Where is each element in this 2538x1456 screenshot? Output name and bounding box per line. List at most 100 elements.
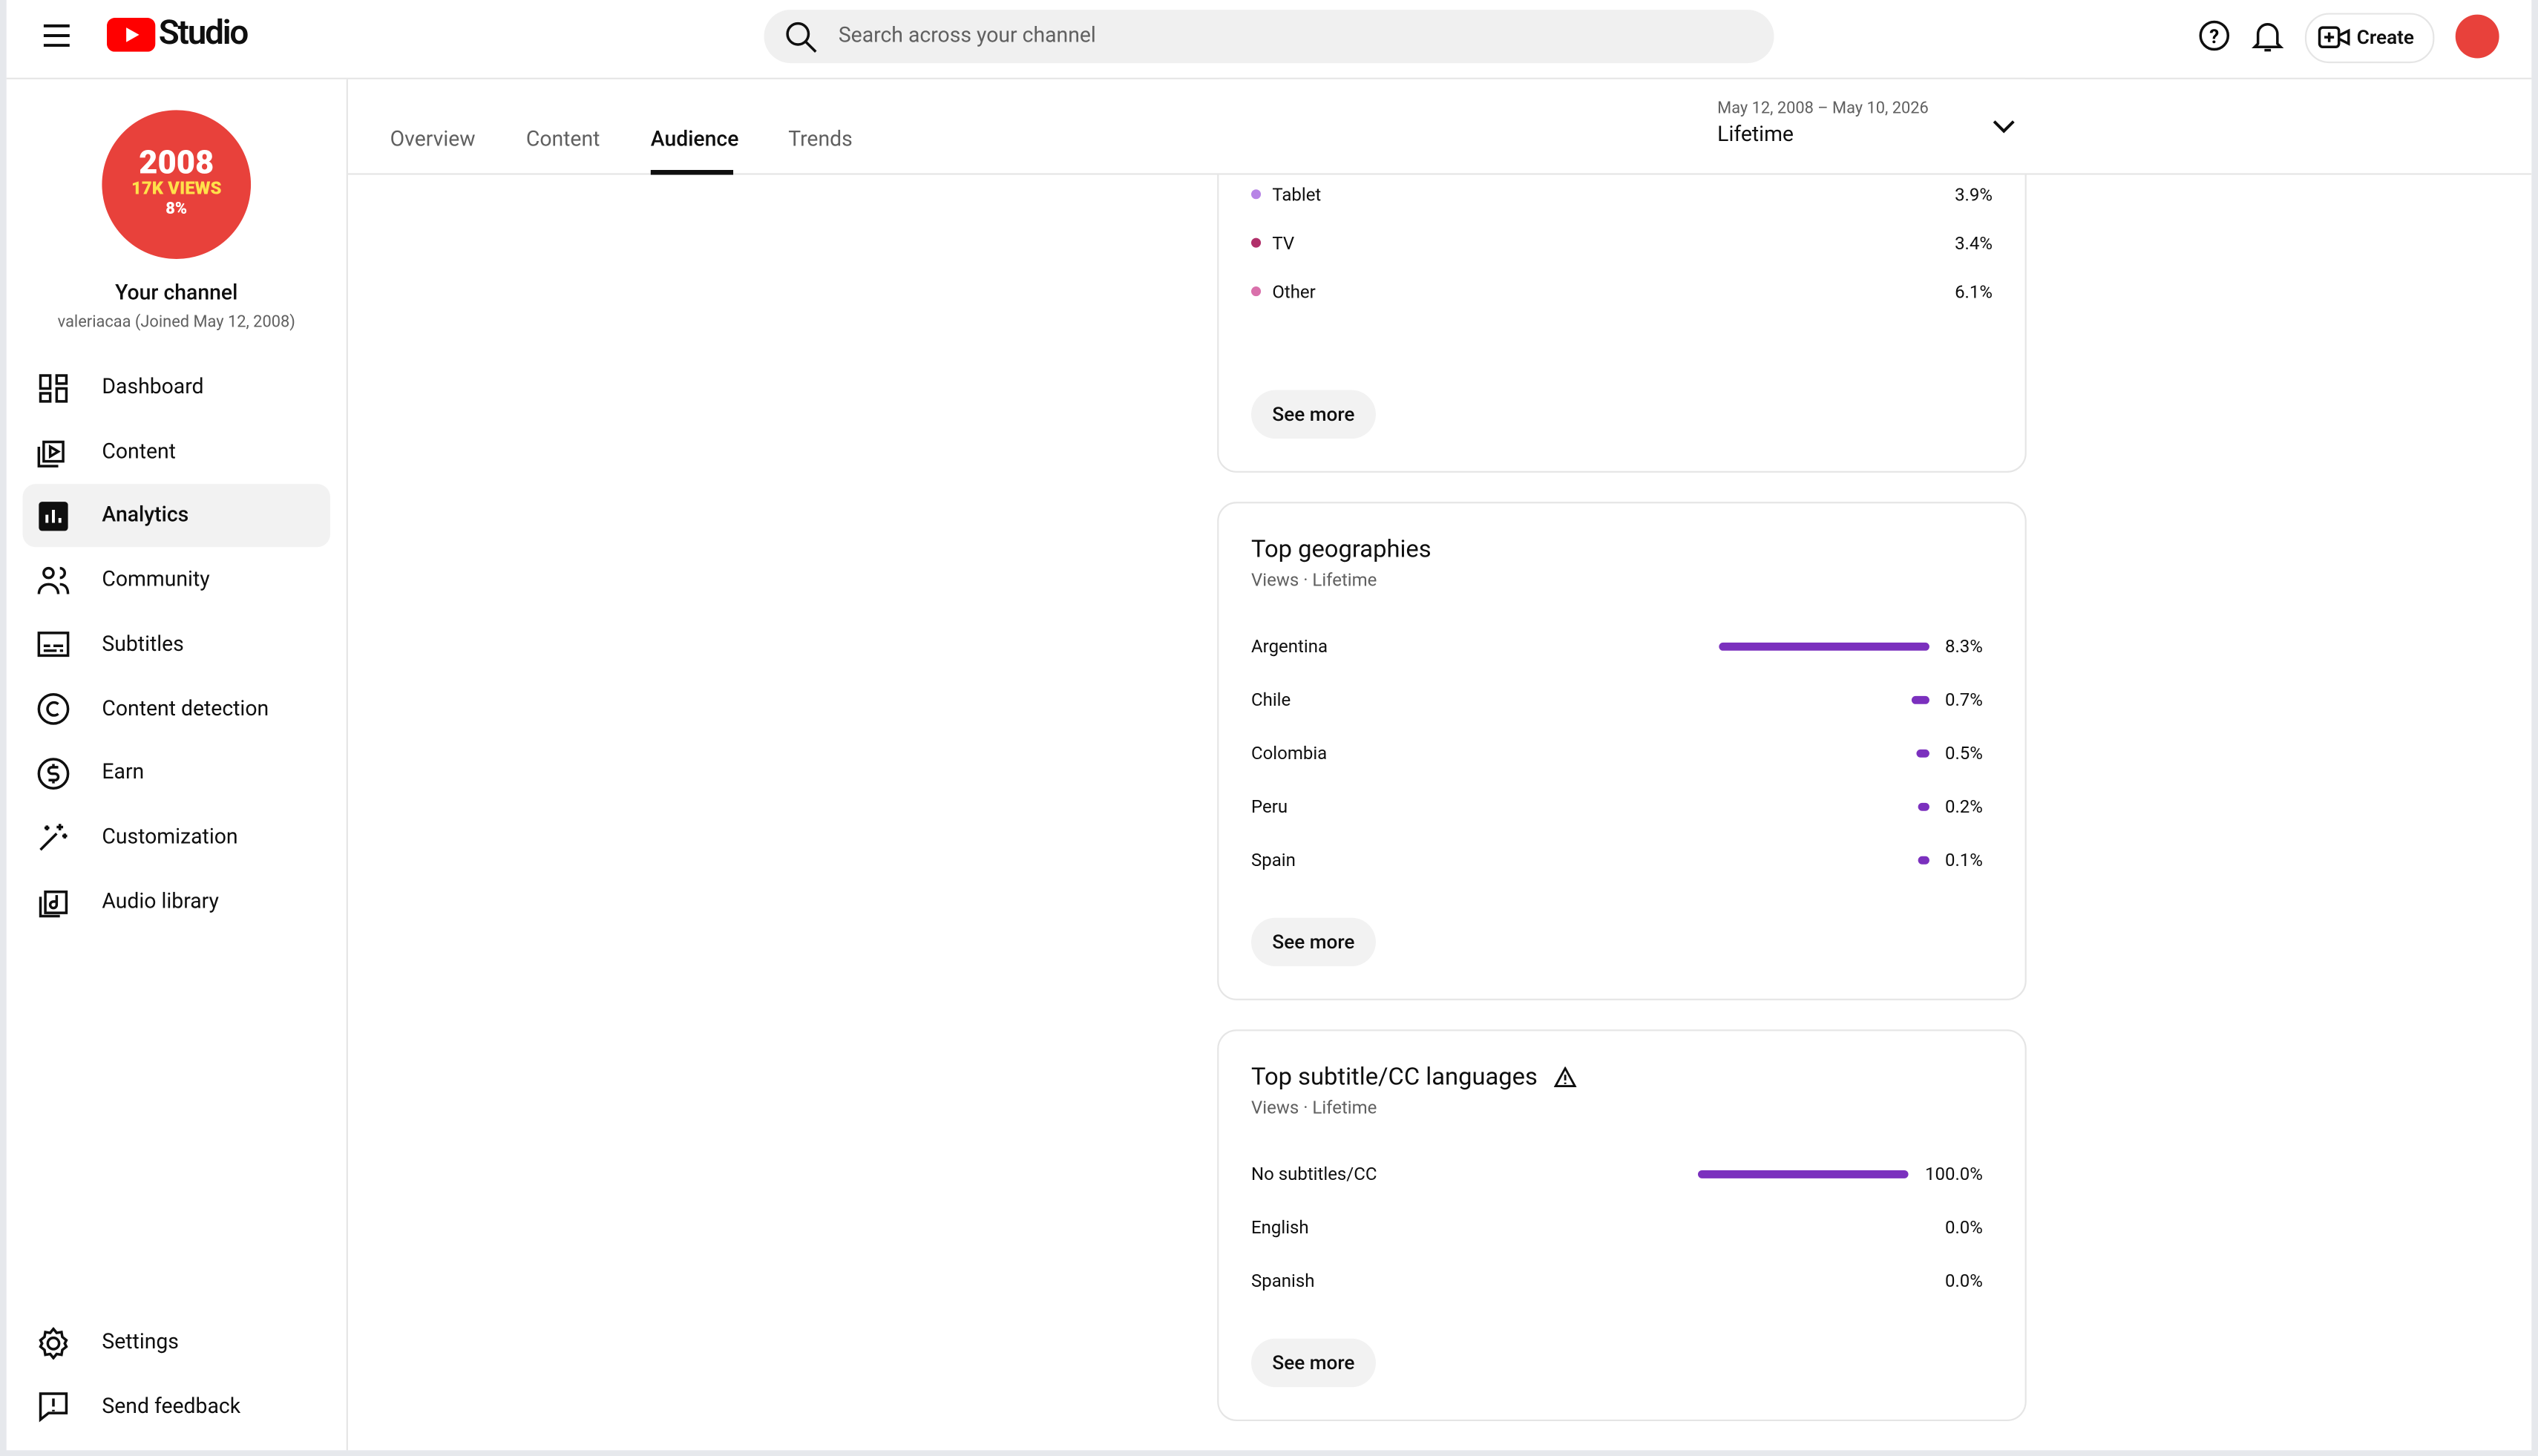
search-placeholder: Search across your channel — [838, 24, 1096, 49]
logo-text[interactable]: Studio — [158, 14, 249, 53]
card: Top subtitle/CC languages Views · Lifetim… — [1217, 1029, 2027, 1422]
tab[interactable]: Overview — [390, 128, 476, 153]
bar — [1698, 1169, 1909, 1178]
icon-shape — [37, 692, 70, 725]
row: Tablet 3.9% — [1251, 181, 1993, 207]
row: Other 6.1% — [1251, 278, 1993, 304]
icon-shape — [37, 441, 65, 468]
warning-icon — [1553, 1066, 1577, 1087]
svg-text:?: ? — [2209, 26, 2219, 48]
nav-icon — [39, 501, 68, 531]
menu-icon[interactable] — [42, 23, 71, 49]
row-value: 6.1% — [1955, 281, 1993, 302]
card-title: Top subtitle/CC languages — [1251, 1061, 1538, 1092]
row: TV 3.4% — [1251, 230, 1993, 256]
nav-label: Audio library — [102, 889, 219, 914]
nav-label: Customization — [102, 825, 238, 850]
icon-shape — [45, 509, 62, 523]
logo-icon[interactable] — [106, 17, 156, 52]
channel-avatar[interactable]: 2008 17K VIEWS 8% — [102, 110, 252, 259]
nav-item[interactable]: Subtitles — [23, 613, 330, 676]
row: Colombia 0.5% — [1251, 740, 1983, 766]
avatar-line: 8% — [165, 200, 188, 219]
row: English 0.0% — [1251, 1214, 1983, 1240]
bell-icon[interactable] — [2252, 19, 2284, 53]
tab[interactable]: Trends — [788, 128, 853, 153]
row-value: 0.0% — [1944, 1270, 1983, 1291]
nav-item[interactable]: Content detection — [23, 678, 330, 741]
bar — [1917, 855, 1929, 864]
see-more-button[interactable]: See more — [1251, 917, 1376, 967]
row-value: 0.5% — [1944, 742, 1983, 764]
card-subtitle: Views · Lifetime — [1251, 569, 1377, 591]
channel-subtitle: valeriacaa (Joined May 12, 2008) — [57, 314, 295, 332]
bar — [1718, 641, 1929, 650]
bar — [1917, 801, 1929, 810]
channel-title: Your channel — [115, 281, 238, 306]
nav-item[interactable]: Dashboard — [23, 356, 330, 419]
dropdown-icon[interactable] — [1993, 118, 2016, 134]
nav-label: Content detection — [102, 696, 269, 721]
nav-item[interactable]: Settings — [23, 1311, 330, 1374]
legend-dot — [1251, 189, 1262, 200]
row-value: 100.0% — [1925, 1163, 1983, 1184]
nav-item[interactable]: Community — [23, 549, 330, 612]
row: Spanish 0.0% — [1251, 1268, 1983, 1293]
card-title: Top geographies — [1251, 534, 1432, 564]
sidebar: 2008 17K VIEWS 8% Your channel valeriaca… — [6, 79, 348, 1451]
bar — [1916, 748, 1929, 757]
nav-icon — [37, 565, 70, 594]
row-label: Tablet — [1272, 183, 1322, 205]
nav-icon — [39, 891, 68, 918]
row-label: No subtitles/CC — [1251, 1163, 1377, 1184]
create-icon — [2318, 26, 2350, 48]
date-range[interactable]: May 12, 2008 – May 10, 2026 — [1717, 100, 1929, 119]
tab-bar: Overview Content Audience Trends May 12, 20… — [347, 79, 2532, 175]
nav-item[interactable]: Send feedback — [23, 1375, 330, 1438]
nav-item[interactable]: Analytics — [22, 485, 330, 548]
search-icon — [786, 22, 817, 53]
nav-label: Dashboard — [102, 376, 204, 400]
icon-shape — [39, 373, 68, 402]
search-box[interactable]: Search across your channel — [764, 10, 1774, 64]
nav-label: Content — [102, 439, 176, 465]
card: Top geographies Views · Lifetime Argentina… — [1217, 502, 2027, 1000]
nav-item[interactable]: Audio library — [23, 870, 330, 934]
create-label: Create — [2356, 25, 2415, 49]
account-avatar[interactable] — [2455, 14, 2499, 59]
nav-item[interactable]: Customization — [23, 806, 330, 869]
nav-icon — [39, 373, 68, 402]
nav-label: Subtitles — [102, 632, 184, 658]
row-value: 3.9% — [1955, 183, 1993, 205]
nav-label: Send feedback — [102, 1394, 241, 1420]
create-button[interactable]: Create — [2304, 13, 2435, 64]
icon-shape — [39, 824, 68, 852]
row-label: English — [1251, 1216, 1309, 1238]
row-value: 8.3% — [1944, 635, 1983, 657]
see-more-button[interactable]: See more — [1251, 390, 1376, 439]
nav-icon — [37, 757, 70, 790]
nav-item[interactable]: Content — [23, 420, 330, 483]
tab[interactable]: Content — [525, 128, 600, 153]
icon-shape — [37, 757, 70, 790]
icon-shape — [39, 1326, 68, 1360]
row-label: Spain — [1251, 848, 1296, 870]
nav-label: Community — [102, 568, 210, 593]
row: Peru 0.2% — [1251, 793, 1983, 819]
row-label: Spanish — [1251, 1270, 1315, 1291]
help-icon[interactable]: ? — [2198, 19, 2231, 52]
icon-shape — [39, 1392, 68, 1423]
nav-item[interactable]: Earn — [23, 741, 330, 804]
nav-icon — [39, 1392, 68, 1423]
nav-icon — [39, 824, 68, 852]
row: Spain 0.1% — [1251, 847, 1983, 873]
row-label: Colombia — [1251, 742, 1328, 764]
nav-icon — [37, 692, 70, 725]
row-value: 0.2% — [1944, 796, 1983, 817]
see-more-button[interactable]: See more — [1251, 1338, 1376, 1388]
date-period[interactable]: Lifetime — [1717, 122, 1794, 148]
tab[interactable]: Audience — [650, 128, 739, 153]
card-subtitle: Views · Lifetime — [1251, 1097, 1377, 1119]
